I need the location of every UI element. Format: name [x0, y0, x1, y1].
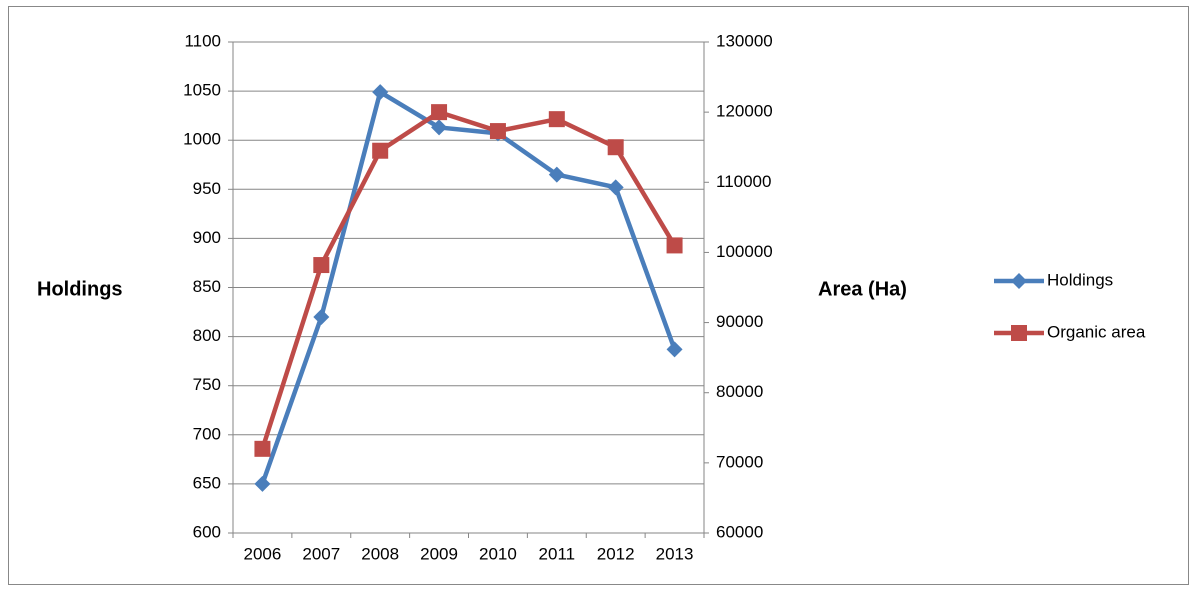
legend-label: Holdings — [1047, 270, 1113, 289]
y-tick-label: 1100 — [184, 31, 221, 50]
data-point — [548, 111, 565, 128]
chart-border — [8, 6, 1189, 585]
x-tick-label: 2009 — [420, 544, 458, 563]
legend-label: Organic area — [1047, 322, 1146, 341]
data-point — [666, 341, 683, 358]
y-axis-title: Holdings — [37, 278, 123, 300]
data-point — [313, 308, 330, 325]
y-tick-label: 1000 — [183, 130, 221, 149]
y-tick-label: 650 — [193, 473, 221, 492]
y2-tick-label: 100000 — [716, 242, 773, 261]
x-tick-label: 2011 — [539, 544, 576, 563]
y-tick-label: 750 — [193, 375, 221, 394]
y-tick-label: 1050 — [183, 81, 221, 100]
x-tick-label: 2006 — [244, 544, 282, 563]
data-point — [372, 84, 389, 101]
data-point — [431, 119, 448, 136]
data-point — [431, 104, 448, 121]
x-tick-label: 2010 — [479, 544, 517, 563]
y-tick-label: 700 — [193, 424, 221, 443]
y2-tick-label: 110000 — [716, 172, 771, 191]
data-point — [372, 142, 389, 159]
legend-marker — [1011, 273, 1027, 289]
y2-axis-title: Area (Ha) — [818, 278, 907, 300]
y2-tick-label: 130000 — [716, 31, 773, 50]
y2-tick-label: 120000 — [716, 102, 773, 121]
data-point — [607, 139, 624, 156]
y2-tick-label: 90000 — [716, 312, 763, 331]
series-line — [260, 109, 677, 450]
y2-tick-label: 60000 — [716, 522, 763, 541]
x-tick-label: 2012 — [597, 544, 635, 563]
y2-tick-label: 70000 — [716, 452, 763, 471]
data-point — [313, 257, 330, 274]
data-point — [548, 166, 565, 183]
series-line — [260, 89, 677, 485]
x-tick-label: 2008 — [361, 544, 399, 563]
data-point — [489, 123, 506, 140]
legend-marker — [1011, 325, 1027, 341]
data-point — [254, 475, 271, 492]
y2-tick-label: 80000 — [716, 382, 763, 401]
x-tick-label: 2007 — [302, 544, 340, 563]
data-point — [666, 237, 683, 254]
y-tick-label: 800 — [193, 326, 221, 345]
x-tick-label: 2013 — [656, 544, 694, 563]
y-tick-label: 600 — [193, 522, 221, 541]
data-point — [254, 440, 271, 457]
y-tick-label: 850 — [193, 277, 221, 296]
y-tick-label: 900 — [193, 228, 221, 247]
y-tick-label: 950 — [193, 179, 221, 198]
data-point — [607, 179, 624, 196]
